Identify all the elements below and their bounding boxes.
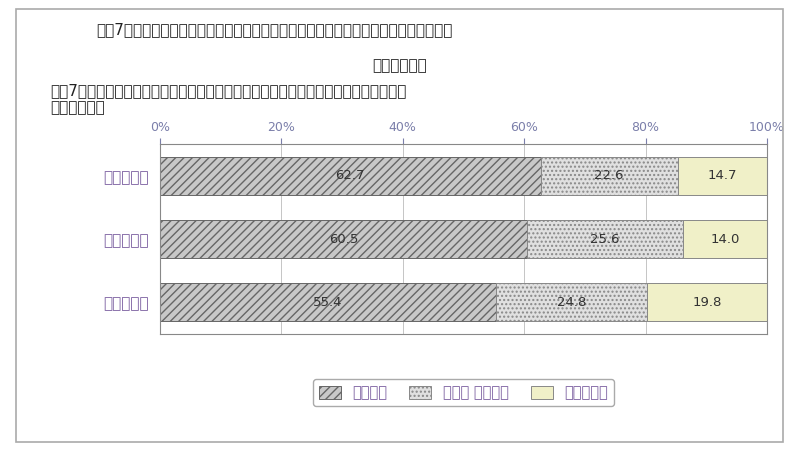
Text: 60.5: 60.5 [329,233,358,245]
Text: 図表7　全ての企業の両立支援策が充実した場合、わが国の出生率は上昇すると思うか: 図表7 全ての企業の両立支援策が充実した場合、わが国の出生率は上昇すると思うか [96,23,452,37]
Bar [160,283,496,321]
Bar [160,157,541,195]
Text: 19.8: 19.8 [692,296,721,308]
Bar [647,283,767,321]
Bar [160,220,527,258]
Text: 62.7: 62.7 [336,170,365,182]
Text: 22.6: 22.6 [594,170,624,182]
Text: 24.8: 24.8 [557,296,586,308]
Bar [541,157,678,195]
Bar [496,283,647,321]
Bar [678,157,767,195]
Legend: そう思う, そうは 思わない, わからない: そう思う, そうは 思わない, わからない [313,379,614,406]
Text: 14.7: 14.7 [708,170,737,182]
Bar [682,220,768,258]
Text: 25.6: 25.6 [590,233,620,245]
Bar [527,220,682,258]
Text: 図表7　全ての企業の両立支援策が充実した場合、わが国の出生率は上昇すると思うか
【個人調査】: 図表7 全ての企業の両立支援策が充実した場合、わが国の出生率は上昇すると思うか … [50,83,407,115]
Text: 14.0: 14.0 [710,233,740,245]
Text: 【個人調査】: 【個人調査】 [372,59,427,74]
Text: 55.4: 55.4 [313,296,343,308]
